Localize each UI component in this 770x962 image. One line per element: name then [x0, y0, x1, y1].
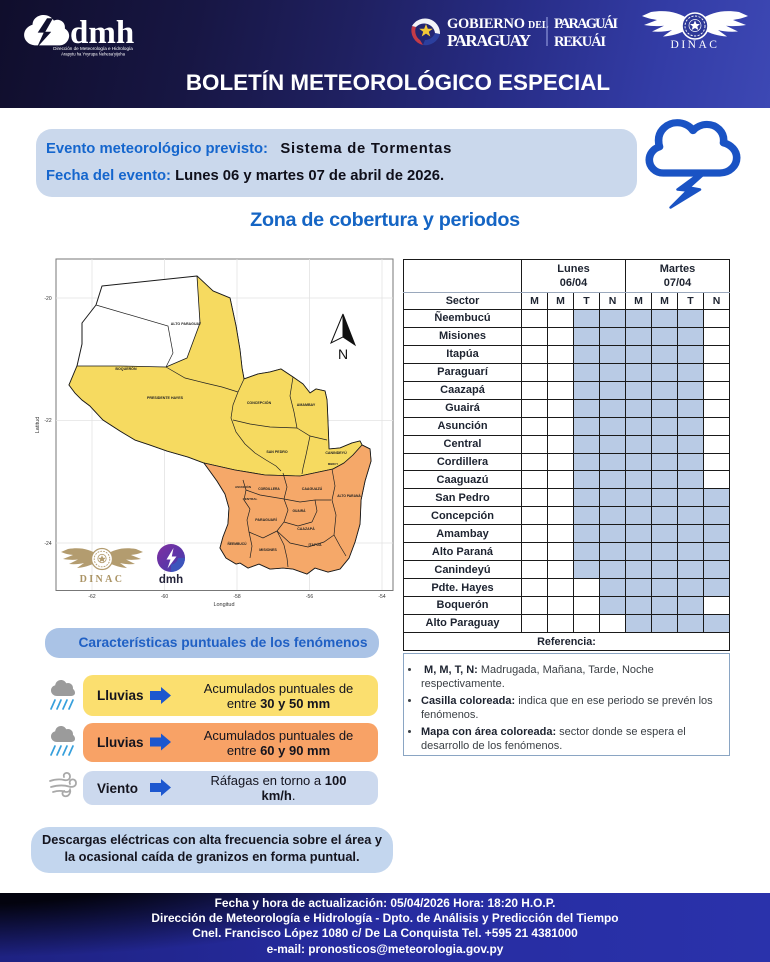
svg-text:CONCEPCIÓN: CONCEPCIÓN: [247, 400, 272, 405]
svg-text:dmh: dmh: [70, 15, 134, 51]
svg-text:PARAGUAY: PARAGUAY: [447, 31, 531, 50]
svg-text:CAAZAPÁ: CAAZAPÁ: [297, 526, 315, 531]
svg-text:DEL: DEL: [528, 20, 549, 31]
svg-text:N: N: [338, 346, 348, 362]
svg-text:-56: -56: [306, 594, 313, 600]
svg-text:dmh: dmh: [159, 574, 183, 586]
svg-text:ALTO PARAGUAY: ALTO PARAGUAY: [171, 322, 202, 326]
svg-text:GUAIRÁ: GUAIRÁ: [292, 508, 306, 513]
svg-text:-24: -24: [44, 541, 51, 547]
svg-text:ALTO PARANÁ: ALTO PARANÁ: [337, 493, 361, 498]
svg-text:ÑEEMBUCÚ: ÑEEMBUCÚ: [227, 541, 247, 546]
svg-text:-22: -22: [44, 418, 51, 424]
svg-text:Arapytu ha Yvyrupa Ñehesa'yijo: Arapytu ha Yvyrupa Ñehesa'yijoha: [61, 52, 125, 57]
svg-text:CENTRAL: CENTRAL: [243, 497, 258, 501]
svg-text:AMAMBAY: AMAMBAY: [297, 403, 316, 407]
svg-text:Longitud: Longitud: [213, 602, 234, 608]
svg-text:MBRCY: MBRCY: [328, 462, 338, 466]
svg-text:PRESIDENTE HAYES: PRESIDENTE HAYES: [147, 396, 184, 400]
svg-text:REKUÁI: REKUÁI: [554, 33, 606, 50]
svg-text:BOQUERÓN: BOQUERÓN: [115, 366, 137, 371]
svg-text:SAN PEDRO: SAN PEDRO: [266, 450, 288, 454]
svg-text:PARAGUARÍ: PARAGUARÍ: [255, 517, 277, 522]
svg-text:ASUNCIÓN: ASUNCIÓN: [235, 484, 251, 489]
svg-text:-60: -60: [161, 594, 168, 600]
svg-text:DINAC: DINAC: [80, 574, 125, 585]
svg-text:-62: -62: [88, 594, 95, 600]
svg-text:Dirección de Meteorología e Hi: Dirección de Meteorología e Hidrología: [53, 46, 133, 51]
svg-text:CANINDEYÚ: CANINDEYÚ: [325, 450, 347, 455]
svg-text:-20: -20: [44, 296, 51, 302]
svg-text:GOBIERNO: GOBIERNO: [447, 16, 525, 32]
svg-text:CAAGUAZÚ: CAAGUAZÚ: [302, 486, 323, 491]
svg-text:Latitud: Latitud: [35, 417, 41, 434]
svg-text:DINAC: DINAC: [671, 39, 720, 51]
svg-text:ITAPÚA: ITAPÚA: [308, 542, 322, 547]
svg-text:PARAGUÁI: PARAGUÁI: [554, 15, 618, 32]
svg-text:-54: -54: [378, 594, 385, 600]
svg-text:-58: -58: [233, 594, 240, 600]
svg-text:MISIONES: MISIONES: [259, 548, 277, 552]
svg-text:CORDILLERA: CORDILLERA: [258, 487, 280, 491]
